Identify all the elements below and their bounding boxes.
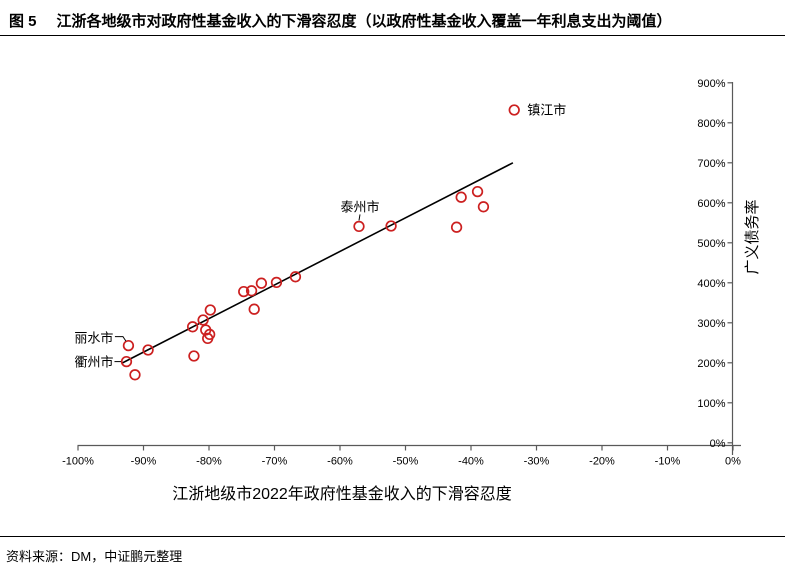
- point-label: 泰州市: [340, 199, 379, 214]
- x-tick-label: 0%: [725, 456, 741, 468]
- x-tick-label: -100%: [62, 456, 94, 468]
- data-point: [471, 185, 484, 198]
- data-point: [270, 276, 283, 289]
- point-label: 镇江市: [527, 103, 566, 118]
- data-point: [255, 277, 268, 289]
- data-point: [248, 303, 260, 315]
- point-connector: [114, 336, 127, 342]
- data-point: [204, 304, 216, 316]
- figure-header: 图 5 江浙各地级市对政府性基金收入的下滑容忍度（以政府性基金收入覆盖一年利息支出…: [0, 0, 785, 36]
- source-note: 资料来源：DM，中证鹏元整理: [0, 536, 785, 565]
- data-point: [477, 201, 490, 213]
- data-point: [455, 191, 467, 203]
- y-tick-label: 400%: [697, 278, 725, 290]
- x-tick-label: -80%: [196, 456, 222, 468]
- x-tick-label: -50%: [393, 456, 419, 468]
- data-point: [238, 285, 250, 298]
- x-tick-label: -60%: [327, 456, 353, 468]
- x-axis-title: 江浙地级市2022年政府性基金收入的下滑容忍度: [172, 485, 512, 503]
- point-connector: [358, 214, 361, 221]
- y-tick-label: 0%: [710, 438, 726, 450]
- point-label: 丽水市: [74, 331, 113, 346]
- x-tick-label: -10%: [655, 456, 681, 468]
- x-tick-label: -20%: [589, 456, 615, 468]
- x-tick-label: -90%: [131, 456, 157, 468]
- data-point: [508, 104, 520, 116]
- figure-label: 图 5: [9, 13, 37, 30]
- data-point: [188, 350, 200, 362]
- data-point: [202, 332, 214, 345]
- y-tick-label: 600%: [697, 198, 725, 210]
- data-point: [120, 355, 133, 368]
- y-tick-label: 700%: [697, 158, 725, 170]
- point-label: 衢州市: [74, 355, 113, 370]
- y-axis-title: 广义债务率: [744, 199, 761, 274]
- y-tick-label: 800%: [697, 118, 725, 130]
- x-tick-label: -30%: [524, 456, 550, 468]
- x-tick-label: -40%: [458, 456, 484, 468]
- data-point: [289, 271, 302, 283]
- y-tick-label: 100%: [697, 398, 725, 410]
- trend-line: [121, 162, 514, 364]
- data-point: [186, 321, 199, 333]
- data-point: [122, 339, 135, 352]
- data-point: [353, 220, 365, 233]
- y-tick-label: 500%: [697, 238, 725, 250]
- data-point: [129, 369, 141, 381]
- y-tick-label: 300%: [697, 318, 725, 330]
- data-point: [245, 285, 258, 297]
- x-tick-label: -70%: [262, 456, 288, 468]
- data-point: [450, 221, 463, 233]
- page-title: 江浙各地级市对政府性基金收入的下滑容忍度（以政府性基金收入覆盖一年利息支出为阈值…: [56, 13, 672, 30]
- y-tick-label: 200%: [697, 358, 725, 370]
- data-point: [142, 344, 154, 356]
- y-tick-label: 900%: [697, 78, 725, 90]
- data-point: [197, 314, 209, 326]
- data-point: [385, 220, 397, 232]
